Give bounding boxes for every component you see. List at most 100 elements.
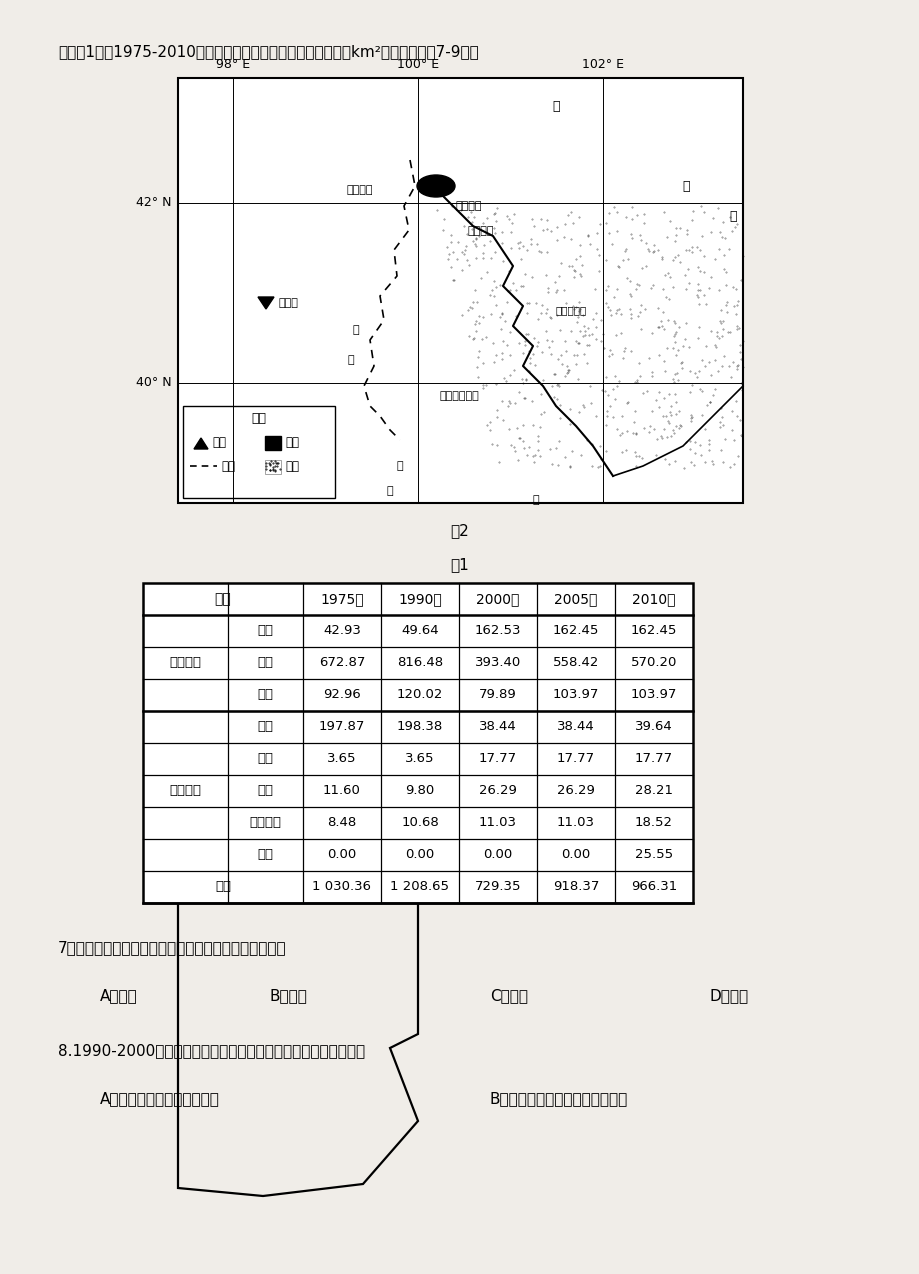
Polygon shape <box>257 297 274 310</box>
Text: 2005年: 2005年 <box>554 592 597 606</box>
Text: 49.64: 49.64 <box>401 624 438 637</box>
Text: 11.03: 11.03 <box>479 817 516 829</box>
Text: 8.1990-2000年，额济纳旗人工绿洲面积急剧减少，其主要原因是: 8.1990-2000年，额济纳旗人工绿洲面积急剧减少，其主要原因是 <box>58 1043 365 1059</box>
Text: 河流: 河流 <box>221 460 234 473</box>
Text: 9.80: 9.80 <box>405 785 434 798</box>
Text: 小计: 小计 <box>215 880 231 893</box>
Text: 2000年: 2000年 <box>476 592 519 606</box>
Text: 巴丹吉林沙漠: 巴丹吉林沙漠 <box>439 391 479 401</box>
Text: 3.65: 3.65 <box>327 753 357 766</box>
Text: 98° E: 98° E <box>216 59 250 71</box>
Text: 103.97: 103.97 <box>552 688 598 702</box>
Text: 11.03: 11.03 <box>556 817 595 829</box>
Text: 10.68: 10.68 <box>401 817 438 829</box>
Text: 表1: 表1 <box>450 558 469 572</box>
Text: 额济纳旗: 额济纳旗 <box>468 225 494 236</box>
Text: 0.00: 0.00 <box>327 848 357 861</box>
Text: 120.02: 120.02 <box>396 688 443 702</box>
Text: 162.45: 162.45 <box>630 624 676 637</box>
Text: 197.87: 197.87 <box>319 721 365 734</box>
Text: 国: 国 <box>729 209 736 223</box>
Text: 蒙: 蒙 <box>551 99 559 112</box>
Text: A．全球变暖，地区蒸发加剧: A．全球变暖，地区蒸发加剧 <box>100 1092 220 1107</box>
Text: 162.53: 162.53 <box>474 624 521 637</box>
Text: A．降水: A．降水 <box>100 989 138 1004</box>
Text: 40° N: 40° N <box>136 377 172 390</box>
Ellipse shape <box>416 175 455 197</box>
Text: 42° N: 42° N <box>136 196 172 209</box>
Text: 肃: 肃 <box>386 485 393 496</box>
Text: C．水源: C．水源 <box>490 989 528 1004</box>
Text: 393.40: 393.40 <box>474 656 520 670</box>
Text: B．上游大量用水，弱水水量减少: B．上游大量用水，弱水水量减少 <box>490 1092 628 1107</box>
Text: 0.00: 0.00 <box>482 848 512 861</box>
Text: 39.64: 39.64 <box>634 721 672 734</box>
Bar <box>183 406 335 498</box>
Text: 162.45: 162.45 <box>552 624 598 637</box>
Text: 25.55: 25.55 <box>634 848 673 861</box>
Text: 苏泊淖尔: 苏泊淖尔 <box>456 201 482 211</box>
Text: 人工绿洲: 人工绿洲 <box>169 785 201 798</box>
Text: 38.44: 38.44 <box>557 721 595 734</box>
Text: 图2: 图2 <box>450 524 469 539</box>
Text: 图，表1示意1975-2010年额济纳旗绿洲面积变化情况（单位：km²）。据此完成7-9题。: 图，表1示意1975-2010年额济纳旗绿洲面积变化情况（单位：km²）。据此完… <box>58 45 478 60</box>
Text: 草地: 草地 <box>257 785 273 798</box>
Text: 林地: 林地 <box>257 753 273 766</box>
Text: 17.77: 17.77 <box>634 753 673 766</box>
Bar <box>142 583 692 903</box>
Text: 100° E: 100° E <box>396 59 438 71</box>
Text: 918.37: 918.37 <box>552 880 598 893</box>
Text: 966.31: 966.31 <box>630 880 676 893</box>
Text: 自然绿洲: 自然绿洲 <box>169 656 201 670</box>
Text: 102° E: 102° E <box>582 59 623 71</box>
Text: 570.20: 570.20 <box>630 656 676 670</box>
Text: 阿拉善右旗: 阿拉善右旗 <box>555 304 586 315</box>
Text: 水域: 水域 <box>257 848 273 861</box>
Text: 38.44: 38.44 <box>479 721 516 734</box>
Text: 古: 古 <box>682 180 689 192</box>
Text: 湖泊: 湖泊 <box>285 437 299 450</box>
Text: 28.21: 28.21 <box>634 785 673 798</box>
Text: 7．影响额济纳旗自然绿洲内草地面积变化的主要因素是: 7．影响额济纳旗自然绿洲内草地面积变化的主要因素是 <box>58 940 287 956</box>
Text: 2010年: 2010年 <box>631 592 675 606</box>
Text: 沙漠: 沙漠 <box>285 460 299 473</box>
Text: 3.65: 3.65 <box>404 753 435 766</box>
Text: 耕地: 耕地 <box>257 721 273 734</box>
Text: 103.97: 103.97 <box>630 688 676 702</box>
Text: 8.48: 8.48 <box>327 817 357 829</box>
Text: 图例: 图例 <box>251 412 267 424</box>
Text: 1 208.65: 1 208.65 <box>390 880 449 893</box>
Text: D．蒸发: D．蒸发 <box>709 989 748 1004</box>
Text: 558.42: 558.42 <box>552 656 598 670</box>
Text: 26.29: 26.29 <box>479 785 516 798</box>
Text: 26.29: 26.29 <box>557 785 595 798</box>
Text: 17.77: 17.77 <box>556 753 595 766</box>
Text: 年份: 年份 <box>214 592 231 606</box>
Text: 816.48: 816.48 <box>396 656 443 670</box>
Text: 79.89: 79.89 <box>479 688 516 702</box>
Text: 672.87: 672.87 <box>319 656 365 670</box>
Text: 省: 省 <box>532 496 539 505</box>
Text: 198.38: 198.38 <box>396 721 443 734</box>
Text: 马鬃山: 马鬃山 <box>278 298 299 308</box>
Text: 水域: 水域 <box>257 688 273 702</box>
Text: B．光照: B．光照 <box>269 989 308 1004</box>
Text: 嘎顺淖尔: 嘎顺淖尔 <box>346 185 372 195</box>
Bar <box>177 78 743 503</box>
Text: 1990年: 1990年 <box>398 592 441 606</box>
Polygon shape <box>194 438 208 448</box>
Text: 水: 水 <box>347 355 354 364</box>
Text: 草地: 草地 <box>257 656 273 670</box>
Text: 1975年: 1975年 <box>320 592 363 606</box>
Text: 0.00: 0.00 <box>405 848 434 861</box>
Text: 18.52: 18.52 <box>634 817 673 829</box>
Text: 建设用地: 建设用地 <box>249 817 281 829</box>
Bar <box>265 436 280 450</box>
Text: 甘: 甘 <box>396 461 403 471</box>
Text: 林地: 林地 <box>257 624 273 637</box>
Text: 17.77: 17.77 <box>479 753 516 766</box>
Text: 0.00: 0.00 <box>561 848 590 861</box>
Text: 鄂: 鄂 <box>352 325 359 335</box>
Text: 1 030.36: 1 030.36 <box>312 880 371 893</box>
Text: 729.35: 729.35 <box>474 880 521 893</box>
